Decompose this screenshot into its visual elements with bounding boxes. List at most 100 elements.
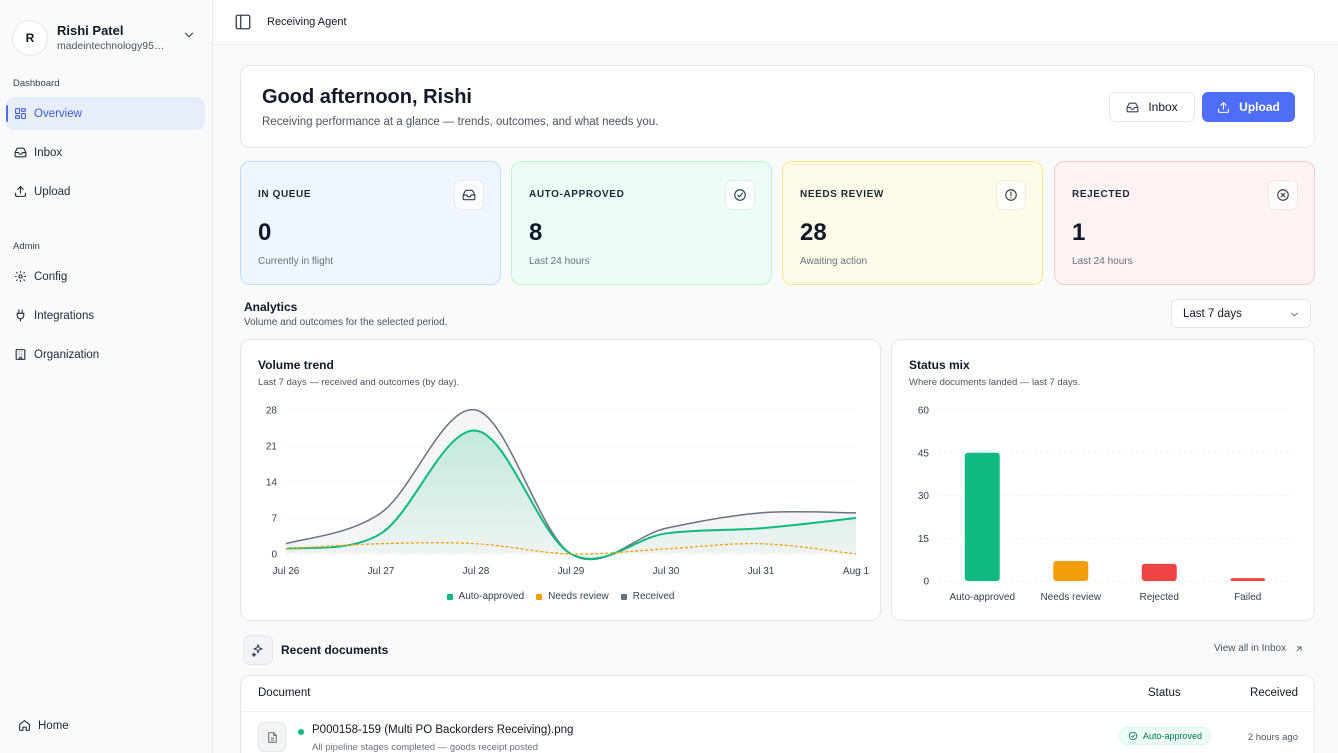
status-mix-title: Status mix [909,358,970,372]
inbox-icon [14,147,27,158]
x-tick-label: Jul 26 [273,566,300,577]
sidebar-toggle-icon[interactable] [234,13,252,31]
x-tick-label: Jul 27 [368,566,395,577]
x-tick-label: Jul 31 [748,566,775,577]
status-dot [298,729,304,735]
greeting-card: Good afternoon, Rishi Receiving performa… [240,65,1315,148]
stat-sub: Last 24 hours [529,256,590,267]
legend-item[interactable]: Received [620,591,674,602]
view-all-link[interactable]: View all in Inbox [1214,643,1304,654]
y-tick-label: 30 [918,491,930,502]
view-all-label: View all in Inbox [1214,643,1287,654]
stat-value: 1 [1072,219,1086,246]
sidebar: R Rishi Patel madeintechnology95@gmail.c… [0,0,213,753]
inbox-icon [462,189,476,201]
home-icon [19,720,30,731]
y-tick-label: 7 [271,514,277,525]
upload-button[interactable]: Upload [1202,92,1295,122]
y-tick-label: 15 [918,534,930,545]
series-line-received [285,409,857,561]
recent-documents-title: Recent documents [281,643,389,657]
stat-icon-box [996,180,1026,210]
x-tick-label: Needs review [1040,592,1101,603]
arrow-up-right-icon [1296,646,1302,651]
column-header-received[interactable]: Received [1250,687,1298,699]
user-name: Rishi Patel [57,23,124,38]
legend-swatch [536,593,543,600]
plug-icon [16,309,25,322]
x-tick-label: Jul 30 [653,566,680,577]
sidebar-item-config[interactable]: Config [6,260,205,293]
chevron-down-icon[interactable] [182,28,196,42]
column-header-status[interactable]: Status [1148,687,1181,699]
document-sub: All pipeline stages completed — goods re… [312,742,539,753]
document-name[interactable]: P000158-159 (Multi PO Backorders Receivi… [312,724,574,736]
legend-item[interactable]: Needs review [536,591,609,602]
upload-icon [15,186,26,197]
x-tick-label: Rejected [1140,592,1179,603]
auto-approved-area [286,430,856,559]
analytics-subtitle: Volume and outcomes for the selected per… [244,317,448,328]
volume-trend-subtitle: Last 7 days — received and outcomes (by … [258,377,460,388]
x-tick-label: Auto-approved [949,592,1015,603]
y-tick-label: 0 [923,577,929,588]
y-tick-label: 45 [918,448,930,459]
legend-item[interactable]: Auto-approved [446,591,525,602]
main-content: Good afternoon, Rishi Receiving performa… [213,45,1338,753]
stat-label: REJECTED [1072,189,1131,200]
legend-swatch [620,593,627,600]
inbox-button-label: Inbox [1148,100,1178,114]
stat-icon-box [725,180,755,210]
stat-sub: Last 24 hours [1072,256,1133,267]
volume-trend-legend: Auto-approved Needs review Received [241,591,880,602]
sidebar-item-integrations[interactable]: Integrations [6,299,205,332]
document-icon-box [258,722,286,752]
stat-card-rejected: REJECTED 1 Last 24 hours [1054,161,1315,285]
sidebar-item-label: Integrations [34,309,95,322]
check-circle-icon [734,189,746,201]
stat-card-needs-review: NEEDS REVIEW 28 Awaiting action [782,161,1043,285]
sidebar-item-upload[interactable]: Upload [6,175,205,208]
period-select[interactable]: Last 7 days [1171,299,1311,328]
bar [1230,578,1266,581]
sidebar-item-inbox[interactable]: Inbox [6,136,205,169]
upload-button-label: Upload [1239,100,1280,114]
top-bar: Receiving Agent [213,0,1338,45]
user-email: madeintechnology95@gmail.com [57,40,175,52]
sidebar-item-label: Organization [34,348,100,361]
x-tick-label: Failed [1234,592,1261,603]
sidebar-item-organization[interactable]: Organization [6,338,205,371]
sidebar-item-label: Inbox [34,146,63,159]
status-mix-subtitle: Where documents landed — last 7 days. [909,377,1081,388]
volume-trend-card: Volume trend Last 7 days — received and … [240,339,881,621]
status-badge: Auto-approved [1119,727,1212,745]
header-divider [241,711,1314,712]
y-tick-label: 21 [266,442,278,453]
bar [964,452,1000,581]
upload-icon [1218,101,1230,113]
stat-value: 28 [800,219,827,246]
stat-card-in-queue: IN QUEUE 0 Currently in flight [240,161,501,285]
inbox-icon [1126,102,1139,112]
section-label-dashboard: Dashboard [13,78,60,89]
document-icon [267,731,277,743]
y-tick-label: 28 [266,406,278,417]
column-header-document[interactable]: Document [258,687,311,699]
sparkle-icon-box [243,635,273,665]
user-menu[interactable]: R Rishi Patel madeintechnology95@gmail.c… [12,18,202,58]
series-line-auto-approved [285,429,857,560]
y-tick-label: 0 [271,550,277,561]
x-circle-icon [1277,189,1289,201]
check-circle-icon [1128,731,1138,741]
sidebar-item-home[interactable]: Home [10,709,209,742]
alert-circle-icon [1005,189,1017,201]
y-tick-label: 60 [918,406,930,417]
stat-value: 0 [258,219,272,246]
greeting-subtitle: Receiving performance at a glance — tren… [262,116,659,128]
inbox-button[interactable]: Inbox [1109,92,1195,122]
section-label-admin: Admin [13,241,40,252]
sidebar-item-overview[interactable]: Overview [6,97,205,130]
status-mix-chart: 0 15 30 45 60 Auto-approved Needs review Reject… [918,406,1292,603]
legend-label: Auto-approved [458,591,525,602]
grid-icon [15,108,26,119]
